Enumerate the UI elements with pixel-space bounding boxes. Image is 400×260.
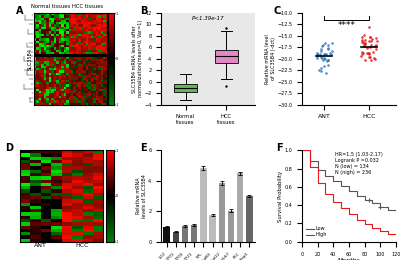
Point xyxy=(361,44,368,48)
High xyxy=(331,200,336,203)
Point xyxy=(320,43,326,47)
Low xyxy=(378,205,383,209)
Point xyxy=(325,47,332,51)
Point xyxy=(321,64,328,68)
High xyxy=(354,218,359,222)
Point xyxy=(359,35,366,39)
Y-axis label: Survival Probability: Survival Probability xyxy=(278,171,283,222)
Point xyxy=(361,44,367,48)
Point xyxy=(364,51,371,55)
Low xyxy=(370,202,375,205)
Point xyxy=(362,58,368,62)
Point xyxy=(318,69,324,74)
Point xyxy=(363,46,370,50)
Point xyxy=(314,51,321,55)
Point xyxy=(322,52,329,56)
Point xyxy=(320,58,326,62)
Point xyxy=(361,42,368,46)
Bar xyxy=(210,215,216,242)
Low xyxy=(323,174,328,178)
Text: P<1.39e-17: P<1.39e-17 xyxy=(192,16,224,21)
Point xyxy=(368,43,375,47)
Point xyxy=(367,35,374,39)
Low xyxy=(308,160,312,163)
High xyxy=(386,232,390,235)
Text: HR=1.5 (1.03-2.17)
Logrank P =0.032
N (low) = 134
N (nigh) = 236: HR=1.5 (1.03-2.17) Logrank P =0.032 N (l… xyxy=(335,152,383,174)
Text: F: F xyxy=(276,143,282,153)
Point xyxy=(371,57,378,61)
Point xyxy=(325,63,331,67)
Point xyxy=(366,39,372,43)
Point xyxy=(372,43,379,47)
Point xyxy=(362,41,368,45)
Point xyxy=(318,48,324,53)
Point xyxy=(359,40,366,44)
Text: Normal tissues: Normal tissues xyxy=(32,4,71,9)
Point xyxy=(371,56,377,61)
Bar xyxy=(219,183,225,242)
Point xyxy=(314,52,320,56)
Point xyxy=(329,49,335,53)
Point xyxy=(321,52,328,56)
PathPatch shape xyxy=(215,50,238,63)
Low xyxy=(386,208,390,211)
Low xyxy=(362,198,367,201)
Point xyxy=(366,52,372,56)
Point xyxy=(372,44,378,48)
Point xyxy=(368,39,374,43)
Point xyxy=(362,38,368,42)
Point xyxy=(319,56,326,60)
Y-axis label: SLC35B4 mRNA levels after
normalization(mean=0, Var=1): SLC35B4 mRNA levels after normalization(… xyxy=(132,20,143,97)
Point xyxy=(323,71,329,75)
PathPatch shape xyxy=(174,84,197,92)
Low xyxy=(339,184,344,187)
Text: HCC tissues: HCC tissues xyxy=(72,4,104,9)
Point xyxy=(318,66,324,70)
Bar xyxy=(228,211,234,242)
Bar xyxy=(182,226,188,242)
Line: High: High xyxy=(302,150,396,235)
X-axis label: Months: Months xyxy=(338,258,360,260)
Bar xyxy=(191,225,197,242)
Text: C: C xyxy=(274,6,281,16)
Bar xyxy=(246,196,253,242)
Low xyxy=(331,180,336,183)
Point xyxy=(318,55,324,59)
Low xyxy=(300,149,304,152)
Point xyxy=(367,55,373,59)
Point xyxy=(318,47,324,51)
High xyxy=(339,206,344,210)
Y-axis label: SLC35B4: SLC35B4 xyxy=(28,48,32,70)
Point xyxy=(364,51,371,55)
Low xyxy=(394,211,398,214)
Point xyxy=(322,41,328,45)
High xyxy=(308,165,312,168)
Point xyxy=(324,46,331,50)
Legend: Low, High: Low, High xyxy=(304,224,328,239)
High xyxy=(323,193,328,196)
Point xyxy=(322,57,328,62)
Point xyxy=(324,58,330,63)
Point xyxy=(319,44,326,49)
High xyxy=(315,182,320,185)
Point xyxy=(359,52,365,56)
Low xyxy=(346,189,351,192)
Point xyxy=(321,56,328,60)
Text: B: B xyxy=(140,6,148,16)
High xyxy=(362,223,367,226)
Y-axis label: Relative mRNA level
of SLC35B4 (-dct): Relative mRNA level of SLC35B4 (-dct) xyxy=(265,34,276,84)
Line: Low: Low xyxy=(302,150,396,212)
Point xyxy=(359,38,365,42)
Point xyxy=(360,40,366,44)
Point xyxy=(362,42,368,46)
High xyxy=(300,149,304,152)
High xyxy=(346,213,351,216)
Point xyxy=(366,50,372,55)
Point xyxy=(360,51,366,55)
Point xyxy=(358,54,364,58)
Point xyxy=(368,58,374,62)
Point xyxy=(314,53,321,57)
Point xyxy=(365,25,372,29)
Point xyxy=(359,50,365,54)
Point xyxy=(328,51,334,56)
